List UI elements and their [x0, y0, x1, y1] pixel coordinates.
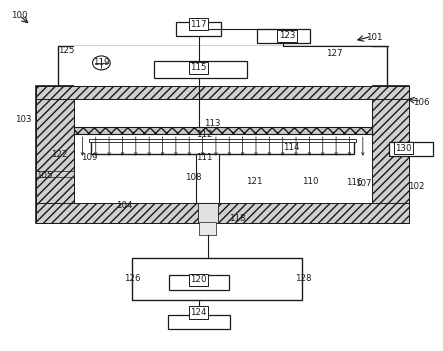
Text: 112: 112 — [196, 130, 213, 139]
Text: 122: 122 — [51, 150, 68, 159]
Text: 102: 102 — [408, 182, 424, 191]
Text: 107: 107 — [355, 179, 372, 188]
Bar — [36, 86, 74, 223]
Bar — [74, 46, 372, 86]
Text: 127: 127 — [326, 49, 342, 58]
Text: 103: 103 — [16, 115, 32, 124]
Text: 123: 123 — [279, 31, 295, 40]
Bar — [167, 314, 230, 329]
Bar — [91, 140, 354, 154]
Text: 121: 121 — [246, 177, 263, 186]
Bar — [89, 139, 356, 142]
Bar — [154, 61, 247, 78]
Text: 118: 118 — [229, 214, 245, 223]
Bar — [36, 204, 409, 223]
Text: 111: 111 — [196, 153, 213, 162]
Text: 115: 115 — [190, 63, 207, 72]
Bar — [36, 86, 409, 99]
Bar — [257, 29, 310, 43]
Text: 113: 113 — [203, 119, 220, 128]
Text: 117: 117 — [190, 20, 207, 29]
Text: 119: 119 — [93, 58, 109, 67]
Text: 124: 124 — [190, 308, 207, 317]
Text: 105: 105 — [36, 171, 52, 180]
Bar — [36, 171, 74, 177]
Bar — [196, 154, 219, 204]
Text: 126: 126 — [124, 274, 140, 283]
Bar — [389, 142, 433, 156]
Bar — [372, 86, 409, 223]
Text: 109: 109 — [81, 153, 97, 162]
Text: 104: 104 — [116, 201, 132, 210]
Bar — [74, 99, 93, 127]
Bar — [58, 46, 387, 86]
Text: 101: 101 — [365, 33, 382, 42]
Text: 100: 100 — [11, 11, 27, 20]
Bar — [168, 275, 229, 290]
Bar — [352, 99, 372, 127]
Bar — [176, 22, 221, 36]
Text: 114: 114 — [283, 143, 299, 152]
Text: 130: 130 — [395, 144, 412, 153]
Text: 125: 125 — [58, 46, 74, 55]
Bar — [198, 204, 218, 223]
Bar — [36, 86, 409, 223]
Bar — [132, 258, 302, 300]
Bar — [74, 99, 372, 127]
Text: 116: 116 — [346, 178, 362, 187]
Text: 108: 108 — [185, 173, 201, 183]
Bar — [74, 127, 372, 134]
Text: 120: 120 — [190, 275, 207, 284]
Bar — [199, 221, 216, 235]
Text: 110: 110 — [302, 177, 318, 186]
Text: 128: 128 — [295, 274, 311, 283]
Text: 106: 106 — [413, 98, 429, 107]
